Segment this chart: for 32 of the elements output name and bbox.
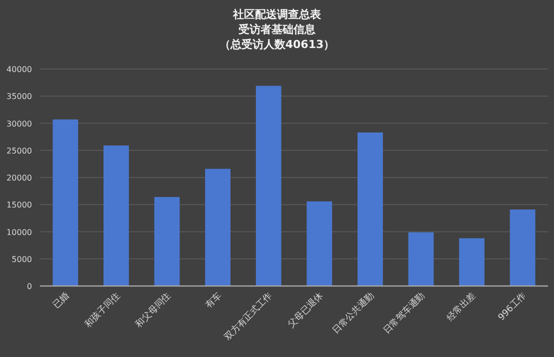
y-tick-label: 35000 bbox=[6, 92, 32, 102]
x-tick-label: 双方有正式工作 bbox=[222, 290, 275, 343]
x-tick-label: 父母已退休 bbox=[286, 290, 326, 330]
bar bbox=[52, 119, 78, 286]
x-tick-label: 有车 bbox=[203, 290, 224, 311]
x-tick-label: 和父母同住 bbox=[134, 290, 174, 330]
bar bbox=[459, 238, 484, 286]
bar bbox=[510, 210, 536, 286]
y-tick-label: 5000 bbox=[12, 254, 32, 264]
x-tick-label: 已婚 bbox=[51, 290, 72, 311]
y-tick-label: 25000 bbox=[6, 146, 32, 156]
x-tick-label: 日常驾车通勤 bbox=[381, 290, 428, 336]
y-tick-label: 40000 bbox=[6, 65, 32, 74]
text: （总受访人数40613） bbox=[219, 38, 335, 51]
bar bbox=[358, 132, 383, 286]
x-tick-label: 和孩子同住 bbox=[82, 290, 122, 330]
bar bbox=[408, 232, 434, 286]
bar bbox=[256, 86, 282, 286]
y-tick-label: 15000 bbox=[6, 200, 32, 210]
chart-title: 社区配送调查总表 bbox=[232, 8, 322, 21]
y-tick-label: 0 bbox=[26, 282, 32, 291]
bar bbox=[205, 168, 230, 286]
y-tick-label: 10000 bbox=[6, 228, 32, 237]
y-tick-label: 20000 bbox=[6, 174, 32, 182]
y-tick-label: 30000 bbox=[6, 119, 32, 128]
bar bbox=[104, 145, 129, 286]
bar bbox=[306, 201, 332, 286]
x-tick-label: 经常出差 bbox=[444, 290, 478, 324]
x-tick-label: 996工作 bbox=[496, 290, 529, 324]
x-tick-label: 日常公共通勤 bbox=[330, 290, 376, 336]
chart-subtitle: 受访者基础信息 bbox=[238, 23, 316, 36]
bar bbox=[154, 197, 180, 286]
